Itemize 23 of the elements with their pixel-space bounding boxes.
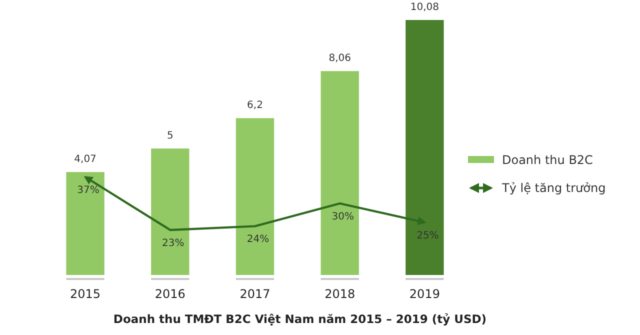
data-label: 8,06: [328, 53, 351, 64]
bar: [320, 71, 359, 275]
bar: [236, 118, 274, 275]
data-label: 6,2: [247, 100, 263, 112]
bar: [66, 172, 104, 275]
x-tick-label: 2016: [154, 287, 186, 301]
bar: [406, 20, 444, 275]
x-tick-label: 2018: [324, 287, 356, 301]
data-label: 10,08: [410, 2, 440, 13]
legend-label: Tỷ lệ tăng trưởng: [501, 181, 606, 195]
data-label: 37%: [77, 185, 100, 196]
x-tick-label: 2015: [70, 287, 101, 301]
data-label: 24%: [246, 234, 270, 246]
legend-label: Doanh thu B2C: [502, 153, 593, 167]
text: Doanh thu TMĐT B2C Việt Nam năm 2015 – 2019 (tỷ USD): [113, 312, 487, 326]
data-label: 25%: [416, 230, 439, 242]
bar: [151, 148, 190, 275]
data-label: 5: [166, 130, 174, 142]
data-label: 30%: [332, 211, 354, 222]
data-label: 4,07: [74, 154, 96, 166]
x-tick-label: 2017: [240, 287, 270, 301]
x-tick-label: 2019: [409, 287, 440, 301]
data-label: 23%: [162, 238, 184, 249]
